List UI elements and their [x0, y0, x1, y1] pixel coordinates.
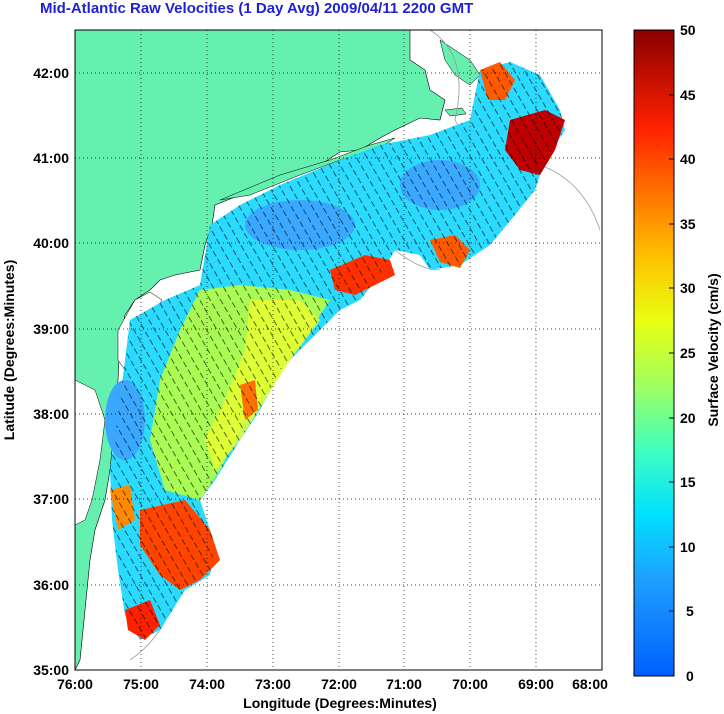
- colorbar-tick-label: 50: [680, 22, 696, 38]
- colorbar-tick-label: 35: [680, 216, 696, 232]
- y-tick-label: 37:00: [33, 491, 69, 507]
- colorbar-tick-label: 5: [686, 603, 694, 619]
- colorbar-tick-label: 10: [680, 539, 696, 555]
- x-tick-label: 75:00: [123, 676, 159, 692]
- x-tick-label: 71:00: [386, 676, 422, 692]
- x-tick-labels: 76:00 75:00 74:00 73:00 72:00 71:00 70:0…: [57, 676, 608, 692]
- y-tick-label: 36:00: [33, 577, 69, 593]
- y-tick-label: 38:00: [33, 406, 69, 422]
- y-tick-label: 42:00: [33, 65, 69, 81]
- colorbar-tick-label: 30: [680, 280, 696, 296]
- map-grid: [75, 30, 602, 670]
- y-tick-labels: 42:00 41:00 40:00 39:00 38:00 37:00 36:0…: [33, 65, 69, 678]
- colorbar-tick-labels: 50 45 40 35 30 25 20 15 10 5 0: [680, 22, 696, 684]
- colorbar-label: Surface Velocity (cm/s): [705, 273, 721, 426]
- map-title: Mid-Atlantic Raw Velocities (1 Day Avg) …: [40, 0, 474, 17]
- chesapeake-bay: [75, 379, 106, 526]
- y-tick-label: 39:00: [33, 321, 69, 337]
- x-tick-label: 70:00: [452, 676, 488, 692]
- colorbar-tick-label: 20: [680, 410, 696, 426]
- x-tick-label: 72:00: [321, 676, 357, 692]
- colorbar-tick-label: 45: [680, 87, 696, 103]
- x-tick-label: 74:00: [189, 676, 225, 692]
- long-island: [219, 137, 396, 201]
- colorbar-tick-label: 40: [680, 151, 696, 167]
- x-tick-label: 76:00: [57, 676, 93, 692]
- x-tick-label: 73:00: [255, 676, 291, 692]
- x-tick-label: 69:00: [518, 676, 554, 692]
- y-axis-label: Latitude (Degrees:Minutes): [1, 260, 17, 440]
- y-tick-label: 35:00: [33, 662, 69, 678]
- nantucket: [444, 107, 467, 117]
- colorbar-ticks: [669, 29, 674, 677]
- colorbar-tick-label: 0: [686, 668, 694, 684]
- x-axis-label: Longitude (Degrees:Minutes): [243, 695, 437, 711]
- x-tick-label: 68:00: [572, 676, 608, 692]
- y-tick-label: 40:00: [33, 235, 69, 251]
- cape-cod: [439, 39, 481, 86]
- colorbar-tick-label: 25: [680, 345, 696, 361]
- y-tick-label: 41:00: [33, 150, 69, 166]
- colorbar: [633, 29, 675, 677]
- velocity-vectors: [110, 62, 565, 640]
- colorbar-tick-label: 15: [680, 474, 696, 490]
